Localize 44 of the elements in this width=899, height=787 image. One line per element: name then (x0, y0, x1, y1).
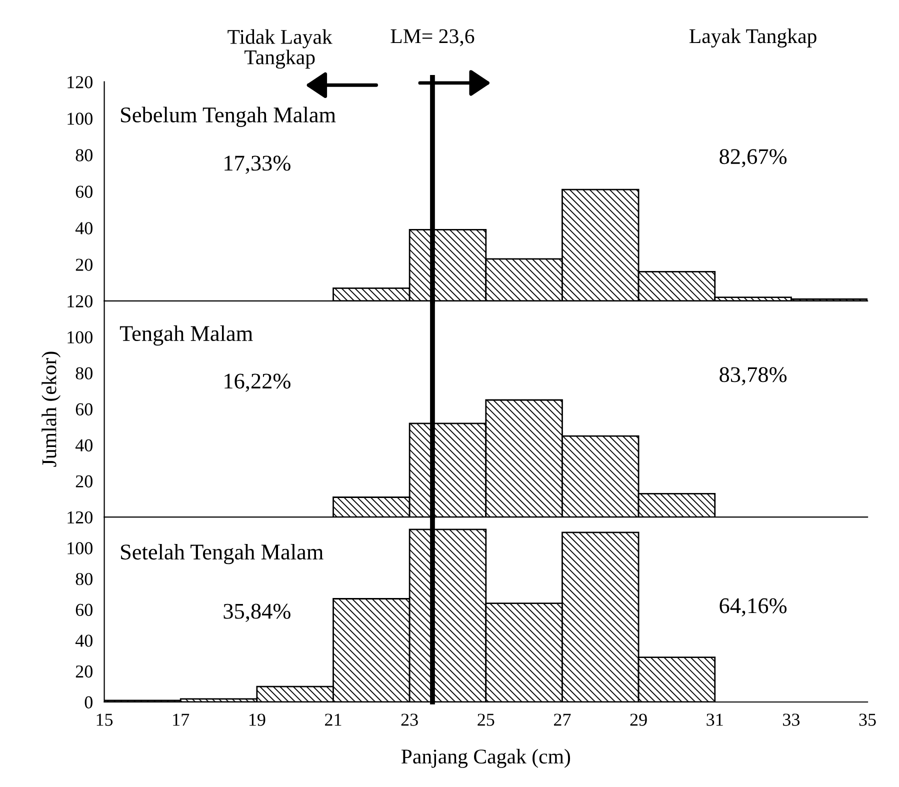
y-tick-label: 0 (84, 696, 92, 708)
annotation: 82,67% (720, 149, 787, 168)
x-tick-label: 25 (478, 714, 494, 726)
text: Tidak Layak Tangkap (228, 29, 332, 69)
annotation: 64,16% (720, 598, 787, 616)
annotation: 83,78% (720, 367, 787, 386)
x-tick-label: 29 (630, 714, 647, 726)
text: Setelah Tengah Malam (121, 544, 324, 564)
x-tick-label: 23 (401, 714, 418, 726)
y-tick-label: 120 (68, 295, 92, 308)
y-tick-label: 80 (76, 367, 92, 380)
y-tick-label: 60 (76, 186, 92, 198)
y-tick-label: 20 (76, 665, 92, 678)
y-tick-label: 40 (75, 439, 92, 452)
y-tick-label: 40 (75, 222, 92, 234)
text: Sebelum Tengah Malam (121, 106, 336, 128)
annotation: 35,84% (224, 604, 290, 622)
y-tick-label: 20 (76, 258, 92, 271)
x-tick-label: 27 (554, 714, 571, 726)
y-tick-label: 120 (68, 76, 92, 88)
x-tick-label: 17 (173, 714, 190, 726)
x-tick-label: 19 (249, 714, 266, 726)
y-tick-label: 120 (68, 511, 92, 524)
y-tick-label: 80 (76, 572, 92, 586)
x-tick-label: 33 (783, 714, 800, 726)
x-axis-title: Panjang Cagak (cm) (401, 748, 570, 768)
y-tick-label: 40 (75, 634, 92, 647)
ref-line-label: LM= 23,6 (390, 29, 474, 46)
x-tick-label: 35 (859, 714, 876, 726)
text: Tengah Malam (120, 325, 253, 346)
x-tick-label: 21 (325, 714, 342, 726)
y-tick-label: 100 (68, 112, 92, 125)
y-tick-label: 100 (68, 331, 92, 344)
y-tick-label: 80 (76, 149, 92, 162)
annotation: 17,33% (224, 156, 290, 174)
y-tick-label: 60 (76, 604, 92, 616)
text: Layak Tangkap (689, 28, 816, 48)
x-tick-label: 31 (706, 714, 723, 726)
y-tick-label: 20 (76, 475, 92, 488)
x-tick-label: 15 (96, 714, 113, 726)
y-tick-label: 100 (68, 542, 92, 554)
y-tick-label: 60 (76, 403, 92, 416)
annotation: 16,22% (224, 374, 290, 392)
y-axis-title: Jumlah (ekor) (42, 352, 61, 467)
